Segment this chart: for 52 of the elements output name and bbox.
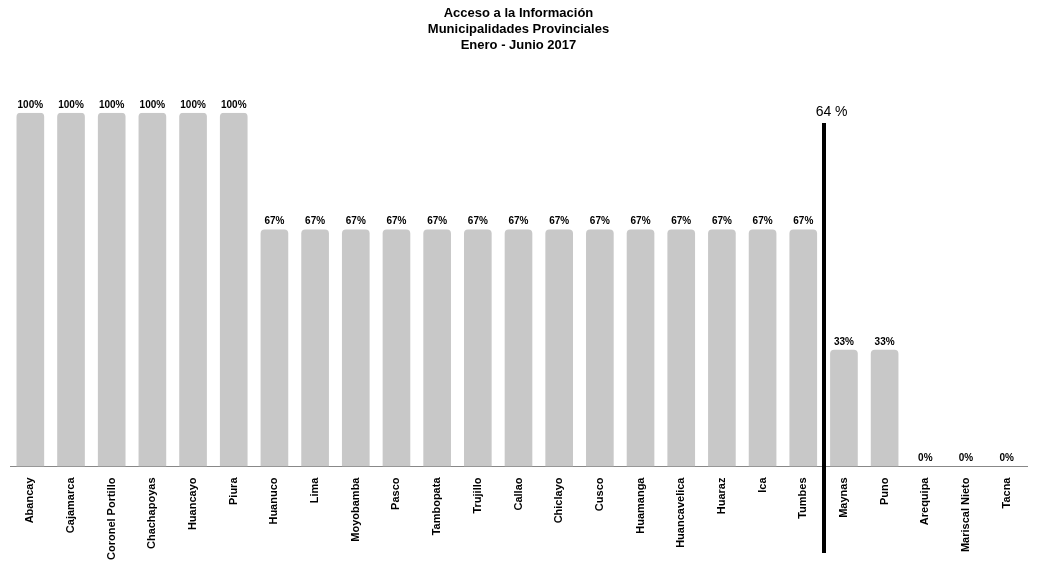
x-tick-label: Coronel Portillo	[104, 477, 117, 560]
annotation: 64 %	[815, 102, 848, 119]
data-label: 33%	[833, 335, 855, 347]
data-label: 67%	[264, 215, 285, 227]
data-label: 67%	[386, 215, 407, 227]
x-tick-label: Huancayo	[186, 477, 199, 531]
data-label: 100%	[139, 98, 166, 110]
x-tick-label: Puno	[877, 477, 890, 505]
data-label: 0%	[918, 452, 933, 464]
data-label: 0%	[999, 452, 1014, 464]
data-label: 100%	[17, 98, 44, 110]
x-tick-label: Huancavelica	[674, 476, 687, 548]
data-label: 67%	[508, 215, 529, 227]
data-label: 67%	[427, 215, 448, 227]
x-tick-label: Pasco	[389, 477, 402, 510]
data-label: 67%	[793, 215, 814, 227]
data-label: 67%	[671, 215, 692, 227]
x-tick-label: Piura	[226, 476, 239, 506]
data-label: 67%	[467, 215, 488, 227]
x-tick-label: Maynas	[836, 477, 849, 518]
data-label: 67%	[630, 215, 651, 227]
x-tick-label: Huanuco	[267, 477, 280, 525]
data-label: 67%	[752, 215, 773, 227]
x-tick-label: Chiclayo	[552, 477, 565, 524]
x-tick-label: Cajamarca	[64, 476, 77, 534]
chart-title: Acceso a la Información Municipalidades Provinciales Enero - Junio 2017	[427, 5, 610, 52]
x-tick-label: Abancay	[23, 476, 36, 524]
data-label: 33%	[874, 335, 895, 347]
x-tick-label: Huamanga	[633, 476, 646, 534]
data-label: 67%	[345, 215, 366, 227]
x-tick-label: Trujillo	[470, 477, 483, 514]
x-tick-label: Chachapoyas	[145, 477, 158, 550]
data-label: 100%	[58, 98, 84, 110]
x-tick-label: Callao	[511, 477, 524, 511]
x-tick-label: Tumbes	[796, 477, 809, 519]
data-label: 67%	[305, 215, 326, 227]
data-label: 67%	[589, 215, 610, 227]
x-tick-label: Ica	[755, 476, 768, 493]
x-tick-label: Tambopata	[430, 476, 443, 536]
data-label: 67%	[549, 215, 570, 227]
x-tick-label: Mariscal Nieto	[959, 477, 972, 553]
data-label: 0%	[958, 452, 974, 464]
x-tick-label: Arequipa	[918, 476, 931, 526]
x-tick-label: Lima	[308, 476, 321, 504]
data-label: 100%	[220, 98, 247, 110]
data-label: 67%	[711, 215, 733, 227]
data-label: 100%	[180, 98, 206, 110]
x-tick-label: Huaraz	[714, 477, 727, 515]
x-tick-label: Cusco	[592, 477, 605, 512]
x-tick-label: Tacna	[999, 476, 1012, 509]
data-label: 100%	[98, 98, 125, 110]
x-tick-label: Moyobamba	[348, 476, 361, 542]
